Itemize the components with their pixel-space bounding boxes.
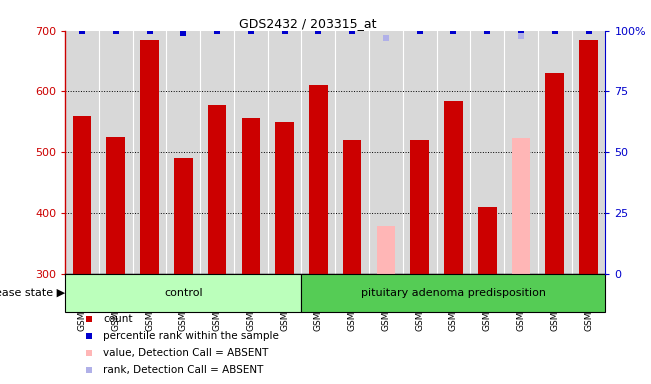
Bar	[478, 207, 497, 274]
Bar	[410, 140, 429, 274]
Bar	[546, 73, 564, 274]
Bar	[309, 85, 327, 274]
Text: value, Detection Call = ABSENT: value, Detection Call = ABSENT	[103, 348, 268, 358]
Bar	[275, 122, 294, 274]
Text: count: count	[103, 314, 132, 324]
Text: percentile rank within the sample: percentile rank within the sample	[103, 331, 279, 341]
Text: rank, Detection Call = ABSENT: rank, Detection Call = ABSENT	[103, 365, 263, 375]
Bar	[512, 138, 531, 274]
Text: disease state ▶: disease state ▶	[0, 288, 65, 298]
Bar	[73, 116, 91, 274]
Bar	[343, 140, 361, 274]
Text: control: control	[164, 288, 202, 298]
Bar	[301, 274, 605, 311]
Bar	[242, 118, 260, 274]
Text: pituitary adenoma predisposition: pituitary adenoma predisposition	[361, 288, 546, 298]
Bar	[377, 226, 395, 274]
Bar	[107, 137, 125, 274]
Bar	[208, 105, 227, 274]
Bar	[444, 101, 463, 274]
Title: GDS2432 / 203315_at: GDS2432 / 203315_at	[240, 17, 377, 30]
Bar	[174, 158, 193, 274]
Bar	[65, 274, 301, 311]
Bar	[579, 40, 598, 274]
Bar	[140, 40, 159, 274]
